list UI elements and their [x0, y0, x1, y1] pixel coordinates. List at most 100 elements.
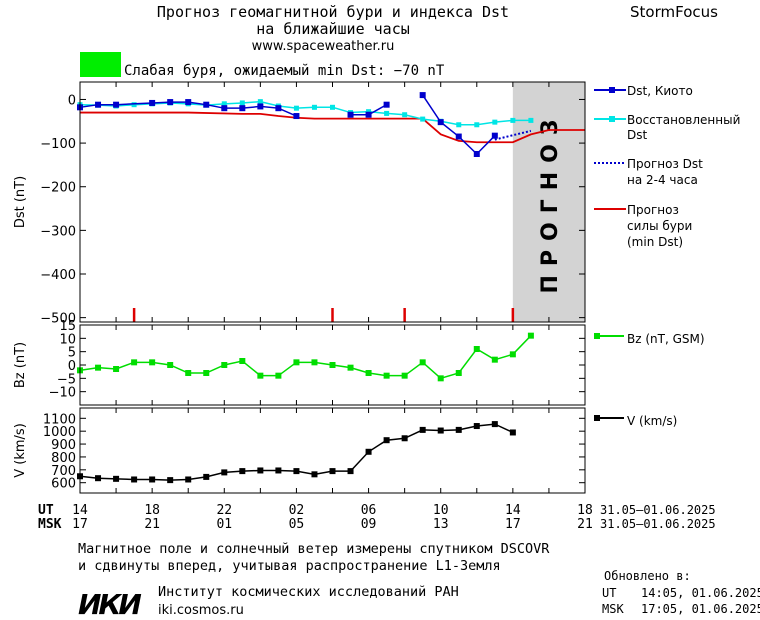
dst-kyoto-point [113, 101, 120, 108]
svg-text:Восстановленный: Восстановленный [627, 113, 740, 127]
bz-point [275, 372, 282, 379]
bz-point [401, 372, 408, 379]
v-point [347, 468, 354, 475]
legend-storm-forecast: Прогноз силы бури (min Dst) [594, 203, 692, 249]
restored-dst-point [528, 117, 534, 123]
dst-kyoto-point [239, 105, 246, 112]
svg-text:Dst: Dst [627, 128, 647, 142]
bz-point [293, 359, 300, 366]
svg-text:(min Dst): (min Dst) [627, 235, 683, 249]
msk-tick-label: 21 [577, 517, 593, 532]
footer-note-line1: Магнитное поле и солнечный ветер измерен… [78, 541, 550, 557]
dst-kyoto-point [383, 101, 390, 108]
bz-point [185, 370, 192, 376]
ut-tick-label: 18 [144, 503, 160, 518]
bz-point [239, 358, 246, 364]
v-point [473, 423, 480, 430]
v-point [131, 476, 138, 483]
storm-level-indicator [80, 52, 121, 77]
v-point [275, 467, 282, 474]
restored-dst-point [239, 100, 245, 106]
y-tick-label: −400 [40, 268, 76, 283]
updated-msk: 17:05, 01.06.2025 [641, 602, 760, 616]
legend-v: V (km/s) [594, 414, 677, 428]
v-point [167, 477, 174, 484]
msk-tick-label: 21 [144, 517, 160, 532]
dst-axis-ticks: 0 −100 −200 −300 −400 −500 [40, 82, 586, 327]
svg-text:Dst, Киото: Dst, Киото [627, 84, 693, 98]
v-point [95, 475, 102, 482]
dst-y-label: Dst (nT) [13, 176, 28, 228]
y-tick-label: −100 [40, 137, 76, 152]
bz-point [311, 359, 318, 366]
dst-kyoto-point [365, 111, 372, 118]
forecast-zone [512, 82, 585, 322]
restored-dst-point [311, 104, 317, 110]
v-point [437, 427, 444, 434]
restored-dst-point [492, 119, 498, 125]
y-tick-label: 10 [59, 332, 76, 347]
ut-tick-label: 06 [361, 503, 377, 518]
y-tick-label: −10 [49, 386, 76, 401]
msk-tick-label: 01 [216, 517, 232, 532]
restored-dst-point [456, 122, 462, 128]
ut-tick-label: 14 [505, 503, 521, 518]
dst-kyoto-point [491, 132, 498, 139]
dst-kyoto-point [455, 133, 462, 140]
y-tick-label: 5 [68, 346, 76, 361]
bz-point [419, 359, 426, 366]
v-point [239, 468, 246, 475]
bz-line [79, 335, 532, 380]
msk-tick-label: 13 [433, 517, 449, 532]
msk-tick-label: 17 [505, 517, 521, 532]
bz-point [329, 362, 336, 368]
v-point [311, 471, 318, 478]
svg-text:на 2-4 часа: на 2-4 часа [627, 173, 698, 187]
dst-kyoto-point [293, 113, 300, 120]
forecast-zone-label: ПРОГНОЗ [538, 110, 563, 293]
restored-dst-line [79, 100, 531, 126]
restored-dst-point [221, 101, 227, 107]
y-tick-label: 15 [59, 319, 76, 334]
svg-text:силы бури: силы бури [627, 219, 692, 233]
y-tick-label: 800 [51, 451, 76, 466]
v-point [401, 435, 408, 442]
bz-point [95, 364, 102, 371]
legend-bz: Bz (nT, GSM) [594, 332, 705, 346]
bz-point [113, 366, 120, 372]
msk-tick-labels: 17 21 01 05 09 13 17 21 [72, 517, 593, 532]
bz-y-label: Bz (nT) [13, 342, 28, 388]
bz-point [131, 359, 138, 366]
dst-kyoto-point [347, 111, 354, 118]
restored-dst-point [257, 99, 263, 105]
v-point [383, 437, 390, 444]
ut-tick-labels: 14 18 22 02 06 10 14 18 [72, 503, 593, 518]
legend-dst-kyoto: Dst, Киото [594, 84, 693, 98]
title-line1: Прогноз геомагнитной бури и индекса Dst [157, 3, 509, 21]
v-point [365, 448, 372, 455]
y-tick-label: 0 [68, 93, 76, 108]
storm-markers [132, 308, 515, 322]
v-point [203, 473, 210, 480]
v-point [149, 476, 156, 483]
y-tick-label: −500 [40, 312, 76, 327]
updated-ut-label: UT [602, 586, 616, 600]
institute-name: Институт космических исследований РАН [158, 584, 459, 600]
restored-dst-point [330, 104, 335, 110]
time-axis: UT MSK 14 18 22 02 06 10 14 18 17 21 01 05 09 13 17 21… [38, 503, 716, 532]
storm-level-text: Слабая буря, ожидаемый min Dst: −70 nT [124, 63, 445, 79]
storm-forecast-line [80, 111, 585, 144]
institute-url: iki.cosmos.ru [158, 603, 244, 618]
restored-dst-point [402, 112, 408, 118]
restored-dst-point [293, 105, 299, 111]
ut-tick-label: 22 [216, 503, 232, 518]
ut-tick-label: 14 [72, 503, 88, 518]
iki-logo: ИКИ [78, 588, 141, 620]
v-series [77, 421, 516, 484]
v-point [257, 467, 264, 474]
dst-panel: ПРОГНОЗ 0 −100 −200 −300 −400 −500 Dst (nT) [13, 81, 586, 327]
brand-name: StormFocus [630, 3, 718, 21]
